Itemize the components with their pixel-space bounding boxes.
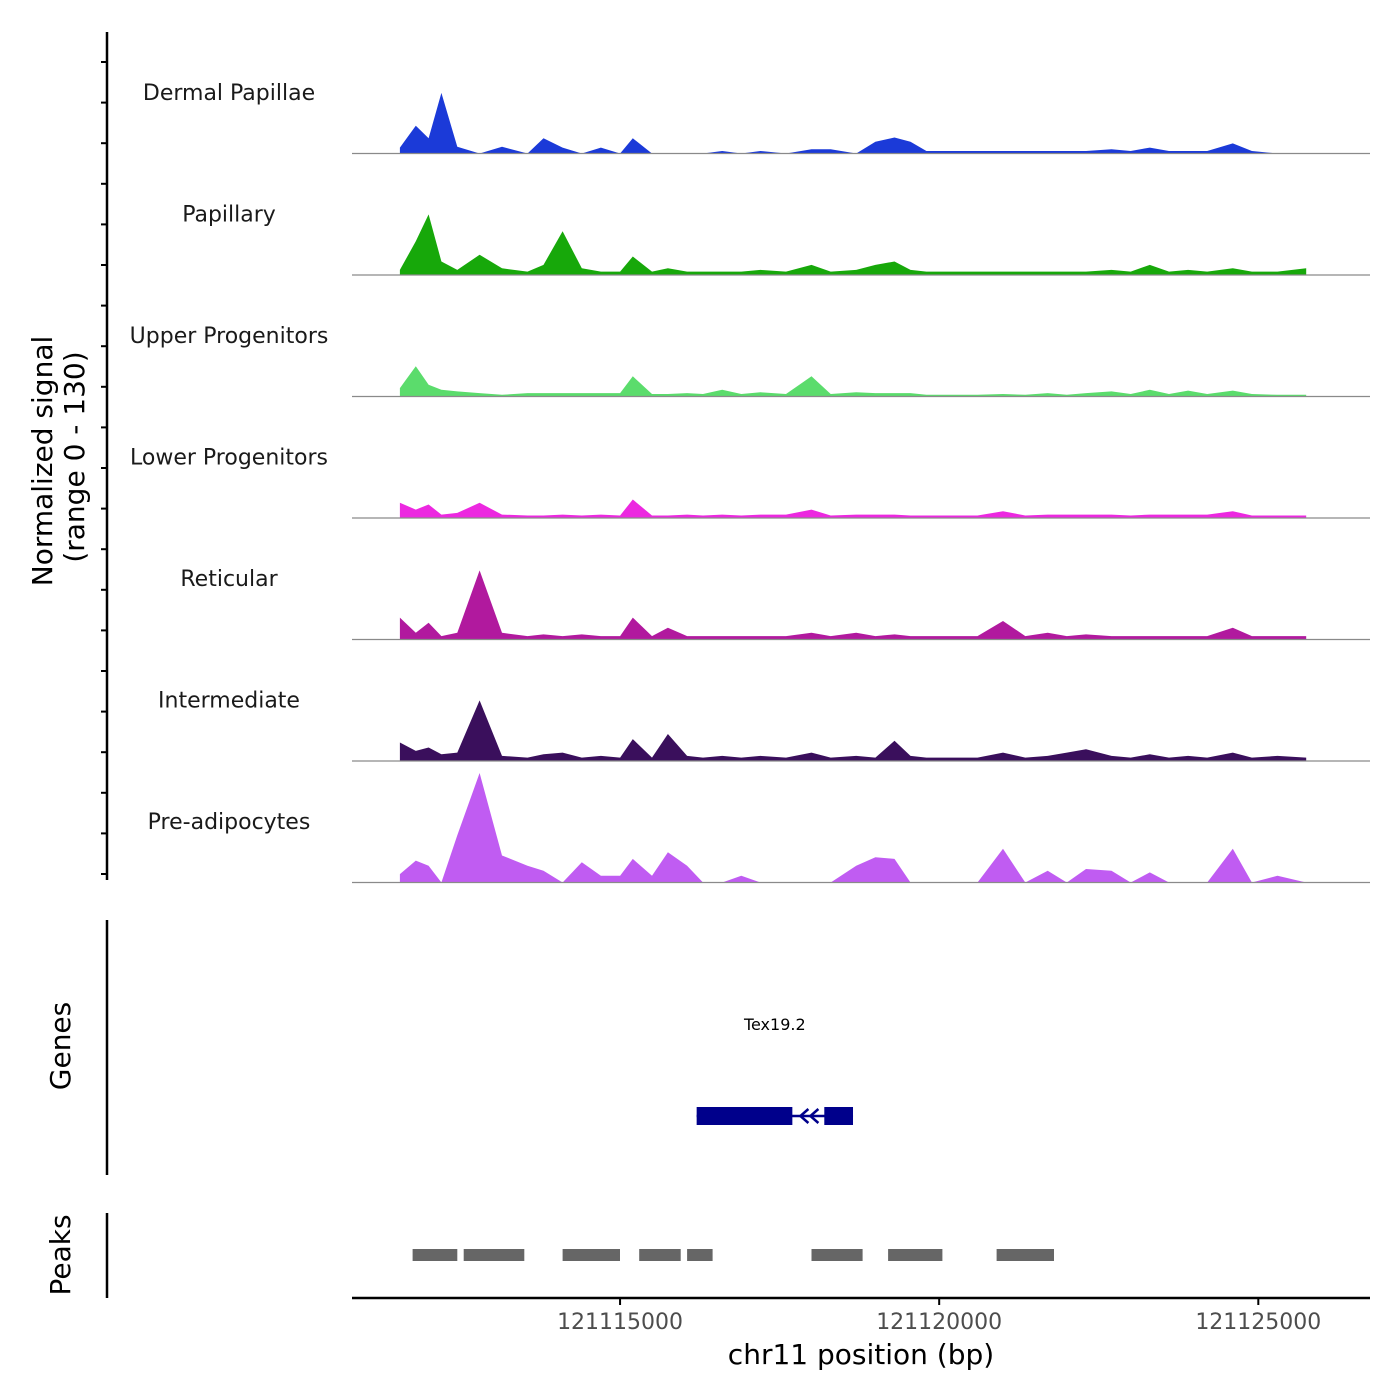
coverage-panel: Normalized signal (range 0 - 130) Dermal… — [26, 32, 1370, 884]
coverage-y-axis-subtitle: (range 0 - 130) — [58, 351, 91, 562]
track-label: Reticular — [180, 567, 278, 592]
gene-exon — [696, 1107, 793, 1125]
peak-interval — [687, 1249, 713, 1261]
coverage-area — [399, 214, 1307, 275]
strand-arrow — [808, 1108, 820, 1124]
coverage-area — [399, 773, 1307, 883]
coverage-area — [399, 570, 1307, 640]
track-reticular: Reticular — [180, 567, 1370, 641]
track-label: Upper Progenitors — [130, 324, 329, 349]
gene-panel-title: Genes — [44, 1002, 77, 1090]
peak-interval — [888, 1249, 943, 1261]
x-axis-title: chr11 position (bp) — [728, 1338, 994, 1371]
track-label: Intermediate — [158, 689, 300, 714]
track-intermediate: Intermediate — [158, 689, 1370, 762]
track-label: Dermal Papillae — [143, 81, 315, 106]
peak-interval — [996, 1249, 1054, 1261]
gene-label: Tex19.2 — [743, 1015, 806, 1034]
x-axis-tick-label: 121125000 — [1195, 1310, 1321, 1335]
peak-interval — [463, 1249, 525, 1261]
strand-arrow — [798, 1108, 810, 1124]
track-pre-adipocytes: Pre-adipocytes — [148, 773, 1370, 884]
track-label: Papillary — [182, 203, 276, 228]
coverage-area — [399, 366, 1307, 397]
peaks-panel: Peaks — [44, 1213, 1054, 1298]
coverage-y-ticks — [101, 61, 107, 875]
coverage-area — [399, 700, 1307, 761]
track-papillary: Papillary — [182, 203, 1370, 276]
coverage-area — [399, 92, 1307, 154]
x-axis-ticks: 121115000 121120000 121125000 — [557, 1298, 1321, 1335]
peak-intervals — [412, 1249, 1054, 1261]
peak-interval — [562, 1249, 620, 1261]
gene-panel: Genes Tex19.2 — [44, 920, 854, 1175]
coverage-y-axis-title: Normalized signal — [26, 336, 59, 587]
x-axis-tick-label: 121115000 — [557, 1310, 683, 1335]
track-label: Pre-adipocytes — [148, 810, 311, 835]
x-axis: 121115000 121120000 121125000 chr11 positi… — [352, 1296, 1370, 1371]
track-label: Lower Progenitors — [130, 446, 328, 471]
coverage-tracks: Dermal Papillae Papillary Upper Progenitor… — [130, 81, 1370, 884]
gene-exon — [824, 1107, 854, 1125]
x-axis-tick-label: 121120000 — [876, 1310, 1002, 1335]
track-dermal-papillae: Dermal Papillae — [143, 81, 1370, 155]
peak-interval — [412, 1249, 458, 1261]
peaks-panel-title: Peaks — [44, 1214, 77, 1295]
track-lower-progenitors: Lower Progenitors — [130, 446, 1370, 519]
coverage-area — [399, 499, 1307, 518]
gene-tex19-2: Tex19.2 — [696, 1015, 854, 1125]
peak-interval — [639, 1249, 681, 1261]
gene-models: Tex19.2 — [696, 1015, 854, 1125]
peak-interval — [811, 1249, 863, 1261]
track-upper-progenitors: Upper Progenitors — [130, 324, 1370, 398]
